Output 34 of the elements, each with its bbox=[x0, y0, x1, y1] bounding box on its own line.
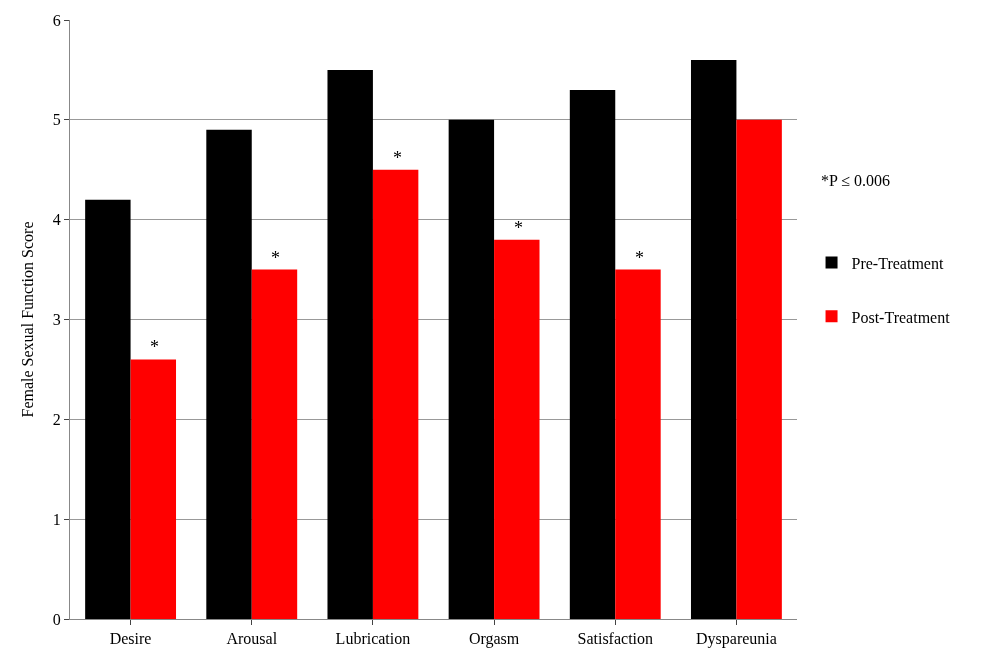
bar bbox=[85, 199, 131, 619]
bar bbox=[130, 359, 177, 619]
annotation: * bbox=[514, 218, 523, 238]
annotation: * bbox=[150, 337, 159, 357]
x-tick-label: Lubrication bbox=[335, 630, 411, 648]
y-tick-label: 1 bbox=[52, 510, 61, 528]
annotation: * bbox=[635, 248, 644, 268]
legend-label: Pre-Treatment bbox=[851, 254, 944, 272]
text: *P ≤ 0.006 bbox=[821, 172, 891, 189]
x-tick-label: Orgasm bbox=[468, 630, 520, 649]
y-tick-label: 2 bbox=[52, 410, 61, 428]
bar bbox=[615, 269, 661, 619]
x-tick-label: Arousal bbox=[226, 630, 278, 648]
annotation: * bbox=[393, 148, 402, 168]
y-tick-label: 3 bbox=[52, 311, 61, 329]
annotation: * bbox=[271, 248, 280, 268]
bar bbox=[327, 69, 373, 619]
bar bbox=[251, 269, 298, 619]
bar bbox=[448, 119, 495, 619]
y-tick-label: 6 bbox=[52, 11, 61, 29]
y-tick-label: 0 bbox=[52, 610, 61, 628]
y-axis-title: Female Sexual Function Score bbox=[18, 221, 36, 418]
x-tick-label: Dyspareunia bbox=[695, 630, 777, 649]
x-tick-label: Satisfaction bbox=[577, 630, 654, 648]
legend-label: Post-Treatment bbox=[851, 308, 951, 326]
bar bbox=[372, 169, 419, 619]
x-tick-label: Desire bbox=[109, 630, 152, 648]
bar bbox=[494, 239, 540, 619]
bar bbox=[569, 89, 616, 619]
bar bbox=[206, 129, 252, 619]
y-tick-label: 4 bbox=[52, 211, 61, 229]
bar bbox=[736, 119, 782, 619]
y-tick-label: 5 bbox=[52, 111, 61, 129]
bar bbox=[690, 59, 737, 619]
